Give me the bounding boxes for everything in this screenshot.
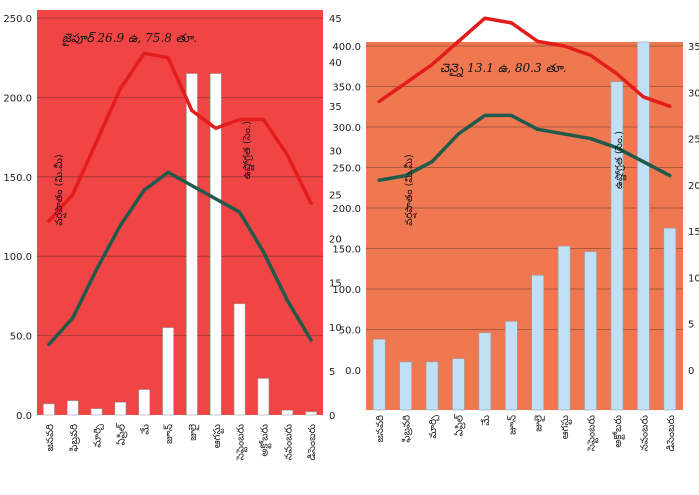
chart-2-left-tick-label: 0.0 <box>345 366 361 377</box>
chart-2-left-tick-label: 300.0 <box>332 123 361 134</box>
chart-2-category-label: డిసెంబరు <box>666 414 677 451</box>
chart-2-rainfall-bar <box>663 227 677 411</box>
chart-2-min-temp-line <box>377 113 672 182</box>
chart-2-right-axis-label: ఉష్ణోగ్రత (సెం.) <box>614 131 626 189</box>
chart-1-right-tick-label: 30 <box>329 146 342 157</box>
chart-2-category-label: ఆగస్టు <box>560 414 572 439</box>
chart-2-category-label: ఏప్రిల్ <box>453 413 465 436</box>
chart-2-rainfall-bar <box>531 274 545 411</box>
chart-1-right-tick-label: 5 <box>329 367 335 378</box>
chart-2-category-label: జూన్ <box>506 415 518 435</box>
chart-2-right-tick-label: 0 <box>688 366 694 377</box>
chart-2-rainfall-bar <box>452 358 465 411</box>
chart-2-category-label: మార్చి <box>428 414 440 439</box>
chart-1-right-tick-label: 25 <box>329 190 342 201</box>
chart-2-left-tick-label: 200.0 <box>332 204 361 215</box>
chart-1-category-label: మే <box>139 424 151 435</box>
chart-2-right-tick-label: 30 <box>688 88 699 99</box>
chart-1-rainfall-bar <box>162 327 174 416</box>
chart-2-left-tick-label: 350.0 <box>332 83 361 94</box>
chart-1-category-label: ఫిబ్రవరి <box>69 424 80 452</box>
chart-2-right-tick-label: 15 <box>688 227 699 238</box>
chart-1-left-tick-label: 150.0 <box>3 173 32 184</box>
chart-2-left-tick-label: 50.0 <box>339 326 361 337</box>
chart-2-category-label: నవంబరు <box>639 414 650 451</box>
chart-1-min-temp-line <box>47 170 313 347</box>
chart-2-rainfall-bar <box>557 245 571 411</box>
chart-1-category-label: సెప్టెంబరు <box>236 423 248 461</box>
chart-2-left-tick-label: 150.0 <box>332 245 361 256</box>
chart-2-rainfall-bar <box>425 361 439 411</box>
chart-2-category-label: మే <box>480 415 492 426</box>
chart-1-rainfall-bar <box>43 403 55 416</box>
chart-1-left-tick-label: 250.0 <box>3 14 32 25</box>
chart-1-left-tick-label: 200.0 <box>3 93 32 104</box>
chart-1-left-tick-label: 100.0 <box>3 252 32 263</box>
chart-2-title: చెన్నై 13.1 ఉ, 80.3 తూ. <box>440 61 567 77</box>
chart-1-rainfall-bar <box>138 389 151 416</box>
chart-1-rainfall-bar <box>114 401 127 416</box>
chart-1-right-axis-label: ఉష్ణోగ్రత (సెం.) <box>242 121 254 179</box>
chart-1-title: జైపూర్ 26.9 ఉ, 75.8 తూ. <box>62 31 197 46</box>
chart-1-category-label: జులై <box>188 424 200 441</box>
chart-1-max-temp-line <box>47 51 313 223</box>
chart-1-left-tick-label: 50.0 <box>10 332 32 343</box>
chart-2-rainfall-bar <box>399 361 412 411</box>
chart-1-rainfall-bar <box>209 73 222 416</box>
chart-1-rainfall-bar <box>281 409 294 416</box>
chart-1-plot-background <box>37 10 323 415</box>
chart-1-right-tick-label: 10 <box>329 323 342 334</box>
chart-1-right-tick-label: 0 <box>329 411 335 422</box>
chart-2-right-tick-label: 10 <box>688 273 699 284</box>
chart-2-rainfall-bar <box>372 338 386 411</box>
chart-1-rainfall-bar <box>257 378 270 416</box>
chart-1-rainfall-bar <box>90 408 103 416</box>
chart-1-category-label: ఆగస్టు <box>212 423 224 448</box>
chart-2-left-axis-label: వర్షపాతం (మి.మీ) <box>403 154 417 226</box>
chart-2-right-tick-label: 5 <box>688 320 694 331</box>
chart-2-left-tick-label: 100.0 <box>332 285 361 296</box>
chart-2-category-label: సెప్టెంబరు <box>587 414 599 452</box>
chart-2-plot-background <box>366 42 683 410</box>
chart-2-left-tick-label: 400.0 <box>332 42 361 53</box>
chart-1-category-label: జూన్ <box>163 424 175 444</box>
chart-2-rainfall-bar <box>584 251 597 411</box>
chart-2-left-tick-label: 250.0 <box>332 164 361 175</box>
chart-2-category-label: జులై <box>534 415 546 432</box>
chart-1-right-tick-label: 35 <box>329 102 342 113</box>
chart-2-max-temp-line <box>377 16 672 108</box>
chart-1-category-label: ఏప్రిల్ <box>115 422 127 445</box>
chart-1-category-label: అక్టోబరు <box>258 423 271 456</box>
chart-1-right-tick-label: 15 <box>329 279 342 290</box>
chart-2-right-tick-label: 20 <box>688 181 699 192</box>
chart-1-rainfall-bar <box>233 303 246 416</box>
chart-2-rainfall-bar <box>478 332 492 411</box>
chart-1-left-tick-label: 0.0 <box>16 411 32 422</box>
chart-1-rainfall-bar <box>186 73 198 416</box>
chart-1-right-tick-label: 40 <box>329 58 342 69</box>
chart-2-category-label: అక్టోబరు <box>612 414 625 447</box>
chart-2-rainfall-bar <box>610 81 624 411</box>
chart-2-category-label: జనవరి <box>375 415 386 442</box>
chart-1-rainfall-bar <box>66 400 79 416</box>
chart-1-right-tick-label: 45 <box>329 14 342 25</box>
chart-2-right-tick-label: 35 <box>688 42 699 53</box>
chart-2-rainfall-bar <box>637 41 650 411</box>
chart-1-category-label: మార్చి <box>93 423 105 448</box>
chart-1-rainfall-bar <box>305 411 317 416</box>
chart-1-category-label: జనవరి <box>45 424 56 451</box>
chart-1-category-label: డిసెంబరు <box>307 423 318 460</box>
chart-2-right-tick-label: 25 <box>688 135 699 146</box>
chart-2-category-label: ఫిబ్రవరి <box>402 415 413 443</box>
chart-2-rainfall-bar <box>504 321 518 411</box>
chart-1-left-axis-label: వర్షపాతం (మి.మీ) <box>53 154 67 226</box>
chart-1-right-tick-label: 20 <box>329 235 342 246</box>
chart-1-category-label: నవంబరు <box>283 423 294 460</box>
